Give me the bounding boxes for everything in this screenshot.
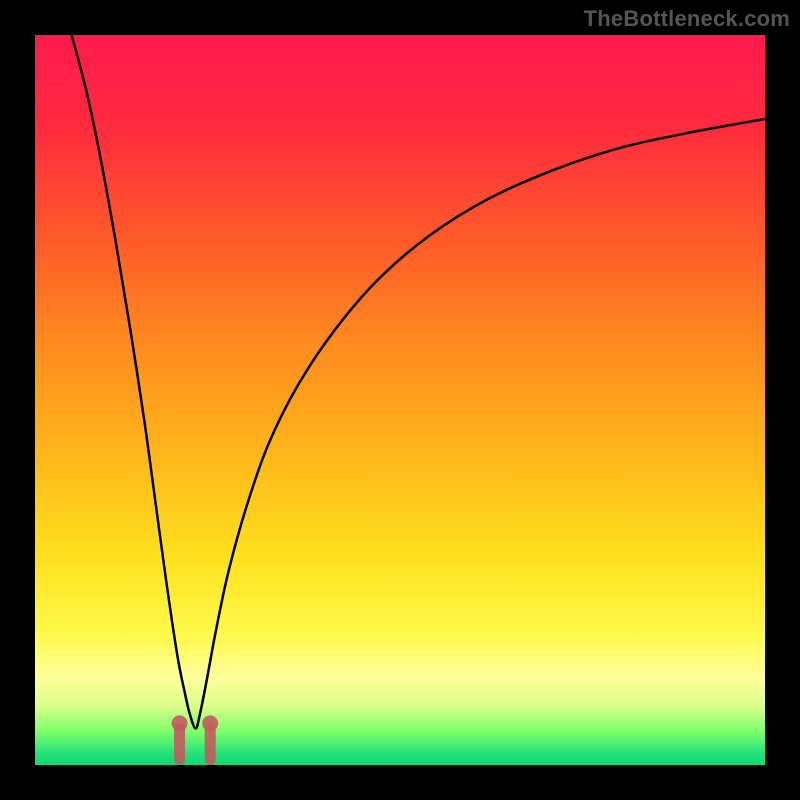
bottleneck-curve <box>72 35 766 729</box>
curve-layer <box>35 35 765 765</box>
watermark-text: TheBottleneck.com <box>584 6 790 32</box>
marker-0 <box>172 715 188 765</box>
chart-container: { "watermark": { "text": "TheBottleneck.… <box>0 0 800 800</box>
marker-dot <box>172 715 188 731</box>
marker-1 <box>202 715 218 765</box>
marker-dot <box>202 715 218 731</box>
plot-area <box>35 35 765 765</box>
